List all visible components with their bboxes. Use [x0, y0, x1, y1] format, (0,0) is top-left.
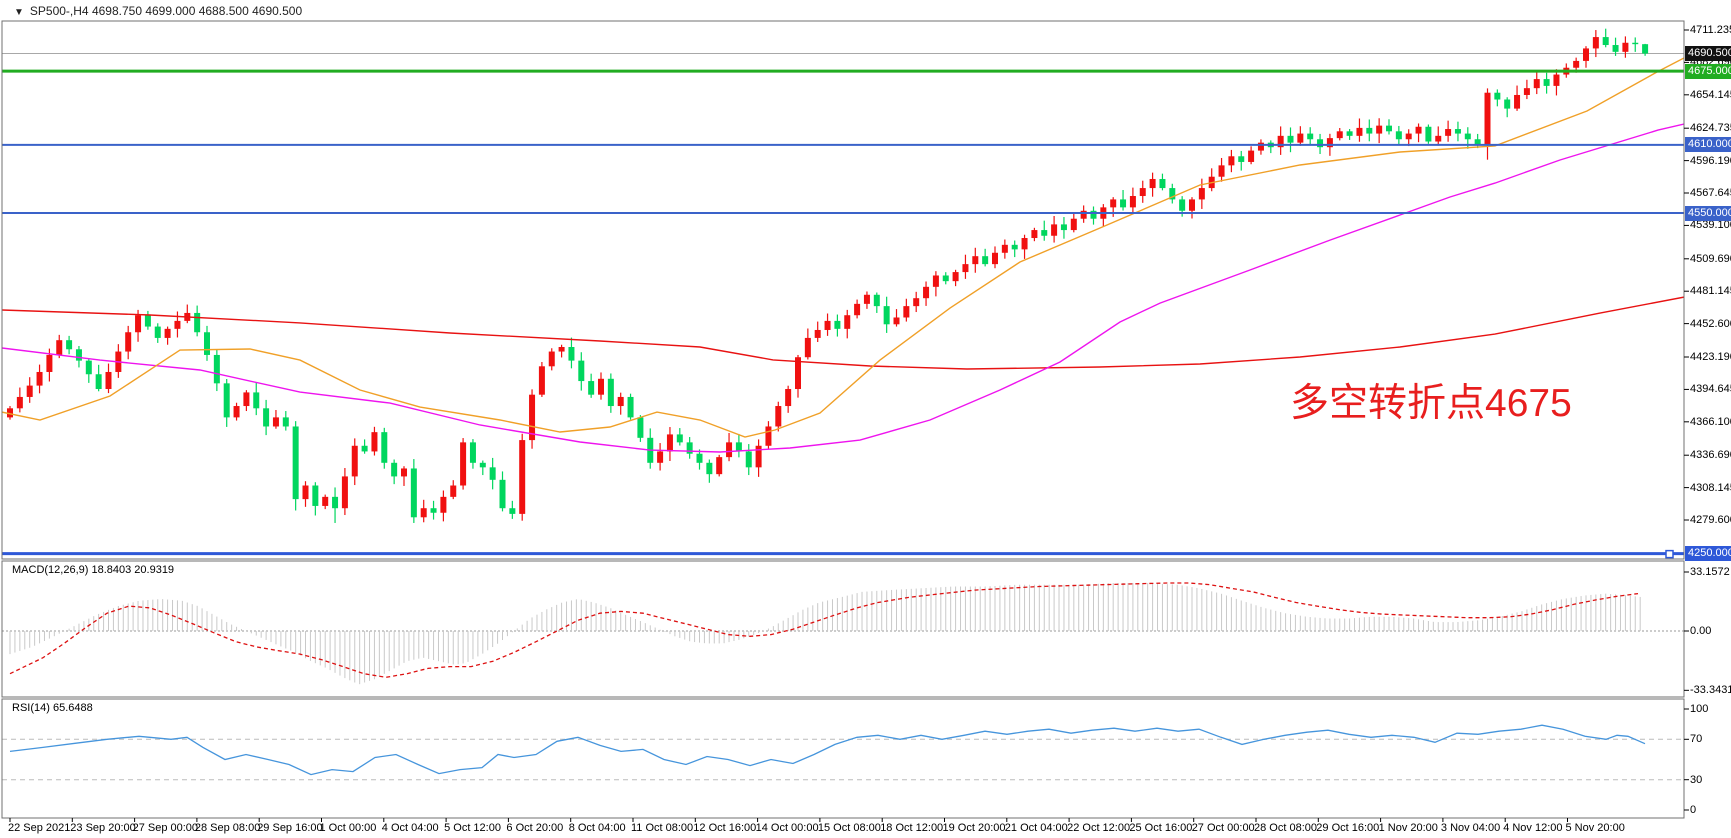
macd-signal-line [9, 582, 1639, 678]
symbol-ohlc-readout: SP500-,H4 4698.750 4699.000 4688.500 469… [29, 4, 303, 18]
price-level-badge: 4550.000 [1685, 205, 1731, 221]
date-axis-label[interactable]: 27 Oct 00:00 [1191, 822, 1255, 834]
chart-header: ▼ SP500-,H4 4698.750 4699.000 4688.500 46… [14, 4, 302, 18]
price-level-badge: 4250.000 [1685, 546, 1731, 562]
date-axis-label[interactable]: 6 Oct 20:00 [506, 822, 564, 834]
price-axis-tick-label: 4539.100 [1690, 219, 1731, 232]
date-axis-label[interactable]: 29 Oct 16:00 [1316, 822, 1380, 834]
ma-fast-orange [2, 57, 1684, 438]
price-axis-tick-label: 4308.145 [1690, 481, 1731, 494]
date-axis-label[interactable]: 22 Sep 2021 [8, 822, 71, 834]
price-level-badge: 4690.500 [1685, 46, 1731, 62]
price-axis-tick-label: 4567.645 [1690, 187, 1731, 199]
date-axis-label[interactable]: 22 Oct 12:00 [1067, 822, 1131, 834]
macd-panel[interactable] [2, 582, 1684, 685]
rsi-indicator-label: RSI(14) 65.6488 [12, 702, 93, 714]
ma-mid-magenta [2, 123, 1684, 453]
ma-slow-red [2, 296, 1684, 370]
price-axis-tick-label: 4336.690 [1690, 449, 1731, 462]
price-axis-tick-label: 4481.145 [1690, 285, 1731, 298]
hline-drag-handle[interactable] [1665, 549, 1674, 559]
main-price-panel[interactable] [2, 28, 1684, 559]
price-axis-tick-label: 4394.645 [1690, 383, 1731, 396]
price-level-badge: 4675.000 [1685, 63, 1731, 79]
date-axis-label[interactable]: 28 Oct 08:00 [1254, 822, 1317, 834]
macd-axis-tick-label: -33.3431 [1690, 684, 1731, 697]
price-axis-tick-label: 4509.690 [1690, 252, 1731, 265]
macd-axis-tick-label: 0.00 [1690, 625, 1712, 637]
price-axis-tick-label: 4423.190 [1690, 351, 1731, 363]
date-axis-label[interactable]: 19 Oct 20:00 [942, 822, 1006, 834]
date-axis-label[interactable]: 4 Nov 12:00 [1503, 822, 1563, 834]
date-axis-label[interactable]: 4 Oct 04:00 [381, 822, 439, 834]
price-axis-tick-label: 4624.735 [1690, 122, 1731, 135]
date-axis-label[interactable]: 14 Oct 00:00 [755, 822, 819, 834]
price-level-badge: 4610.000 [1685, 137, 1731, 153]
date-axis-label[interactable]: 5 Nov 20:00 [1565, 822, 1625, 834]
price-axis-tick-label: 4711.235 [1690, 24, 1731, 36]
date-axis-label[interactable]: 3 Nov 04:00 [1440, 822, 1501, 834]
date-axis-label[interactable]: 15 Oct 08:00 [817, 822, 881, 834]
date-axis-label[interactable]: 1 Nov 20:00 [1378, 822, 1438, 834]
price-axis-tick-label: 4596.190 [1690, 154, 1731, 167]
macd-axis-tick-label: 33.1572 [1690, 566, 1730, 578]
price-axis-tick-label: 4654.145 [1690, 88, 1731, 101]
rsi-axis-tick-label: 0 [1690, 804, 1697, 816]
date-axis-label[interactable]: 28 Sep 08:00 [194, 822, 261, 834]
date-axis-label[interactable]: 12 Oct 16:00 [693, 822, 757, 834]
symbol-dropdown-icon[interactable]: ▼ [14, 7, 24, 18]
macd-indicator-label: MACD(12,26,9) 18.8403 20.9319 [12, 564, 175, 576]
date-axis-label[interactable]: 27 Sep 00:00 [132, 822, 199, 834]
date-axis-label[interactable]: 18 Oct 12:00 [880, 822, 944, 834]
price-axis-tick-label: 4452.600 [1690, 317, 1731, 330]
date-axis-label[interactable]: 1 Oct 00:00 [319, 822, 377, 834]
date-axis-label[interactable]: 29 Sep 16:00 [257, 822, 323, 834]
price-axis-tick-label: 4366.100 [1690, 415, 1731, 428]
date-axis-label[interactable]: 21 Oct 04:00 [1004, 822, 1068, 834]
rsi-axis-tick-label: 30 [1690, 773, 1703, 786]
date-axis-label[interactable]: 25 Oct 16:00 [1129, 822, 1193, 834]
rsi-axis-tick-label: 70 [1690, 733, 1703, 746]
date-axis-label[interactable]: 5 Oct 12:00 [444, 822, 501, 834]
date-axis-label[interactable]: 8 Oct 04:00 [568, 822, 626, 834]
date-axis-label[interactable]: 11 Oct 08:00 [631, 822, 694, 834]
rsi-axis-tick-label: 100 [1690, 703, 1709, 715]
rsi-line [9, 724, 1646, 776]
date-axis-label[interactable]: 23 Sep 20:00 [70, 822, 136, 834]
price-axis-tick-label: 4279.600 [1690, 514, 1731, 526]
rsi-panel[interactable] [2, 724, 1684, 781]
chart-text-annotation[interactable]: 多空转折点4675 [1290, 382, 1572, 425]
